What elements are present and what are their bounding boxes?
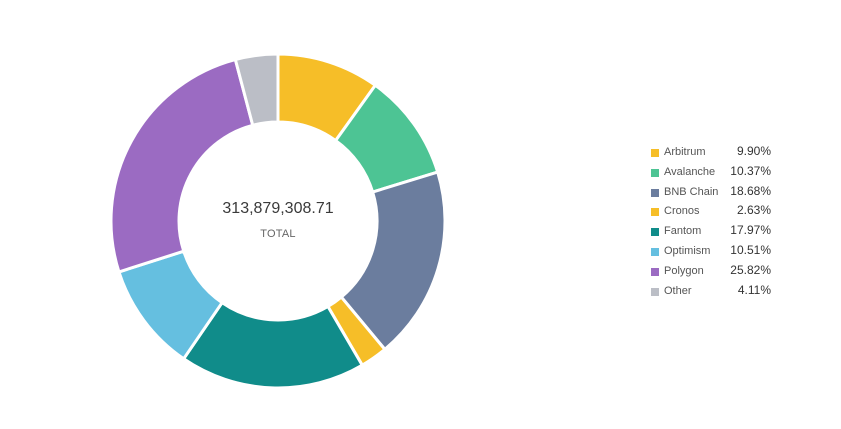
legend-value: 25.82% — [730, 262, 771, 277]
slice-polygon[interactable] — [109, 58, 255, 274]
legend-value: 17.97% — [730, 223, 771, 238]
legend-item-arbitrum[interactable]: Arbitrum 9.90% — [651, 143, 781, 163]
legend-swatch — [651, 228, 659, 237]
legend-label: Avalanche — [664, 165, 716, 178]
legend-value: 10.51% — [730, 242, 771, 257]
legend-label: Optimism — [664, 244, 711, 257]
legend-value: 9.90% — [736, 144, 771, 158]
legend-swatch — [651, 188, 659, 197]
legend-swatch — [651, 208, 659, 217]
chart-legend: Arbitrum 9.90% Avalanche 10.37% BNB Chain 18.… — [651, 143, 781, 301]
legend-label: Polygon — [664, 264, 704, 277]
legend-label: BNB Chain — [664, 185, 719, 198]
legend-swatch — [651, 247, 659, 256]
slice-other[interactable] — [233, 52, 280, 127]
legend-value: 2.63% — [736, 203, 771, 218]
legend-item-bnb-chain[interactable]: BNB Chain 18.68% — [651, 183, 781, 203]
legend-item-optimism[interactable]: Optimism 10.51% — [651, 242, 781, 262]
total-value: 313,879,308.71 — [222, 200, 334, 217]
legend-label: Fantom — [664, 225, 702, 238]
legend-swatch — [651, 267, 659, 276]
legend-value: 10.37% — [730, 163, 771, 178]
legend-label: Arbitrum — [664, 146, 706, 158]
legend-swatch — [651, 149, 659, 157]
legend-item-polygon[interactable]: Polygon 25.82% — [651, 262, 781, 282]
legend-value: 18.68% — [730, 183, 771, 198]
legend-label: Cronos — [664, 205, 700, 218]
total-label: TOTAL — [260, 228, 296, 240]
legend-swatch — [651, 287, 659, 296]
legend-swatch — [651, 168, 659, 177]
legend-value: 4.11% — [737, 282, 771, 297]
legend-item-cronos[interactable]: Cronos 2.63% — [651, 202, 781, 222]
legend-item-fantom[interactable]: Fantom 17.97% — [651, 222, 781, 242]
legend-item-avalanche[interactable]: Avalanche 10.37% — [651, 163, 781, 183]
legend-item-other[interactable]: Other 4.11% — [651, 282, 781, 302]
legend-label: Other — [664, 284, 692, 297]
